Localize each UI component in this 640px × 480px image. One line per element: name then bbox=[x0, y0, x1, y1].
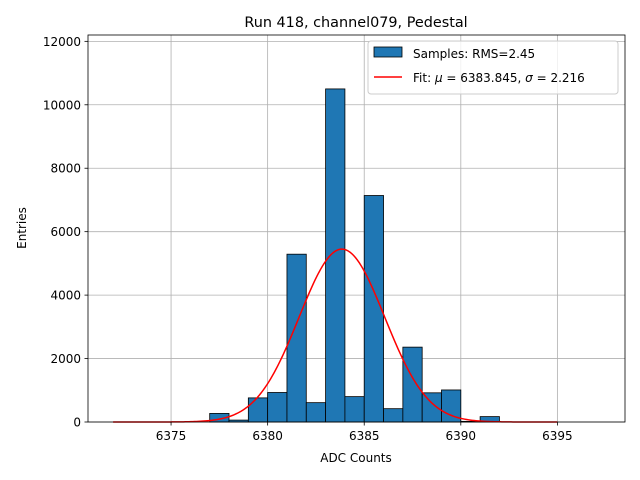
y-tick-label: 6000 bbox=[50, 225, 81, 239]
x-tick-label: 6395 bbox=[542, 429, 573, 443]
x-tick-label: 6390 bbox=[446, 429, 477, 443]
legend: Samples: RMS=2.45 Fit: μ = 6383.845, σ =… bbox=[367, 40, 619, 95]
y-tick-label: 10000 bbox=[43, 98, 81, 112]
y-tick-label: 8000 bbox=[50, 162, 81, 176]
histogram-bar bbox=[305, 402, 326, 423]
histogram-bar bbox=[402, 346, 423, 423]
y-tick-label: 0 bbox=[73, 416, 81, 430]
y-axis-label: Entries bbox=[15, 207, 29, 249]
y-tick-label: 4000 bbox=[50, 289, 81, 303]
legend-fit-sigma-symbol: σ bbox=[525, 71, 533, 85]
legend-fit-label: Fit: μ = 6383.845, σ = 2.216 bbox=[413, 71, 585, 85]
histogram-bar bbox=[344, 396, 365, 423]
legend-fit-mu-symbol: μ bbox=[434, 71, 443, 85]
legend-samples-patch bbox=[373, 46, 403, 58]
y-tick-label: 2000 bbox=[50, 352, 81, 366]
histogram-bar bbox=[325, 88, 346, 423]
legend-frame bbox=[367, 40, 619, 95]
legend-fit-mu-value: = 6383.845, bbox=[443, 71, 526, 85]
histogram-bars bbox=[209, 88, 500, 423]
histogram-bar bbox=[267, 392, 288, 423]
y-tick-label: 12000 bbox=[43, 35, 81, 49]
histogram-bar bbox=[247, 397, 269, 423]
histogram-bar bbox=[383, 408, 404, 423]
chart-title: Run 418, channel079, Pedestal bbox=[244, 15, 467, 31]
x-tick-label: 6375 bbox=[156, 429, 187, 443]
legend-fit-prefix: Fit: bbox=[413, 71, 435, 85]
x-axis-label: ADC Counts bbox=[320, 451, 392, 465]
plot-frame bbox=[87, 34, 626, 423]
legend-samples-label: Samples: RMS=2.45 bbox=[413, 47, 535, 61]
histogram-bar bbox=[421, 392, 442, 423]
x-tick-label: 6385 bbox=[349, 429, 380, 443]
axis-ticks: 6375 6380 6385 6390 6395 0 2000 4000 6000 8000 100… bbox=[43, 35, 573, 443]
x-tick-label: 6380 bbox=[252, 429, 283, 443]
legend-fit-sigma-value: = 2.216 bbox=[533, 71, 585, 85]
